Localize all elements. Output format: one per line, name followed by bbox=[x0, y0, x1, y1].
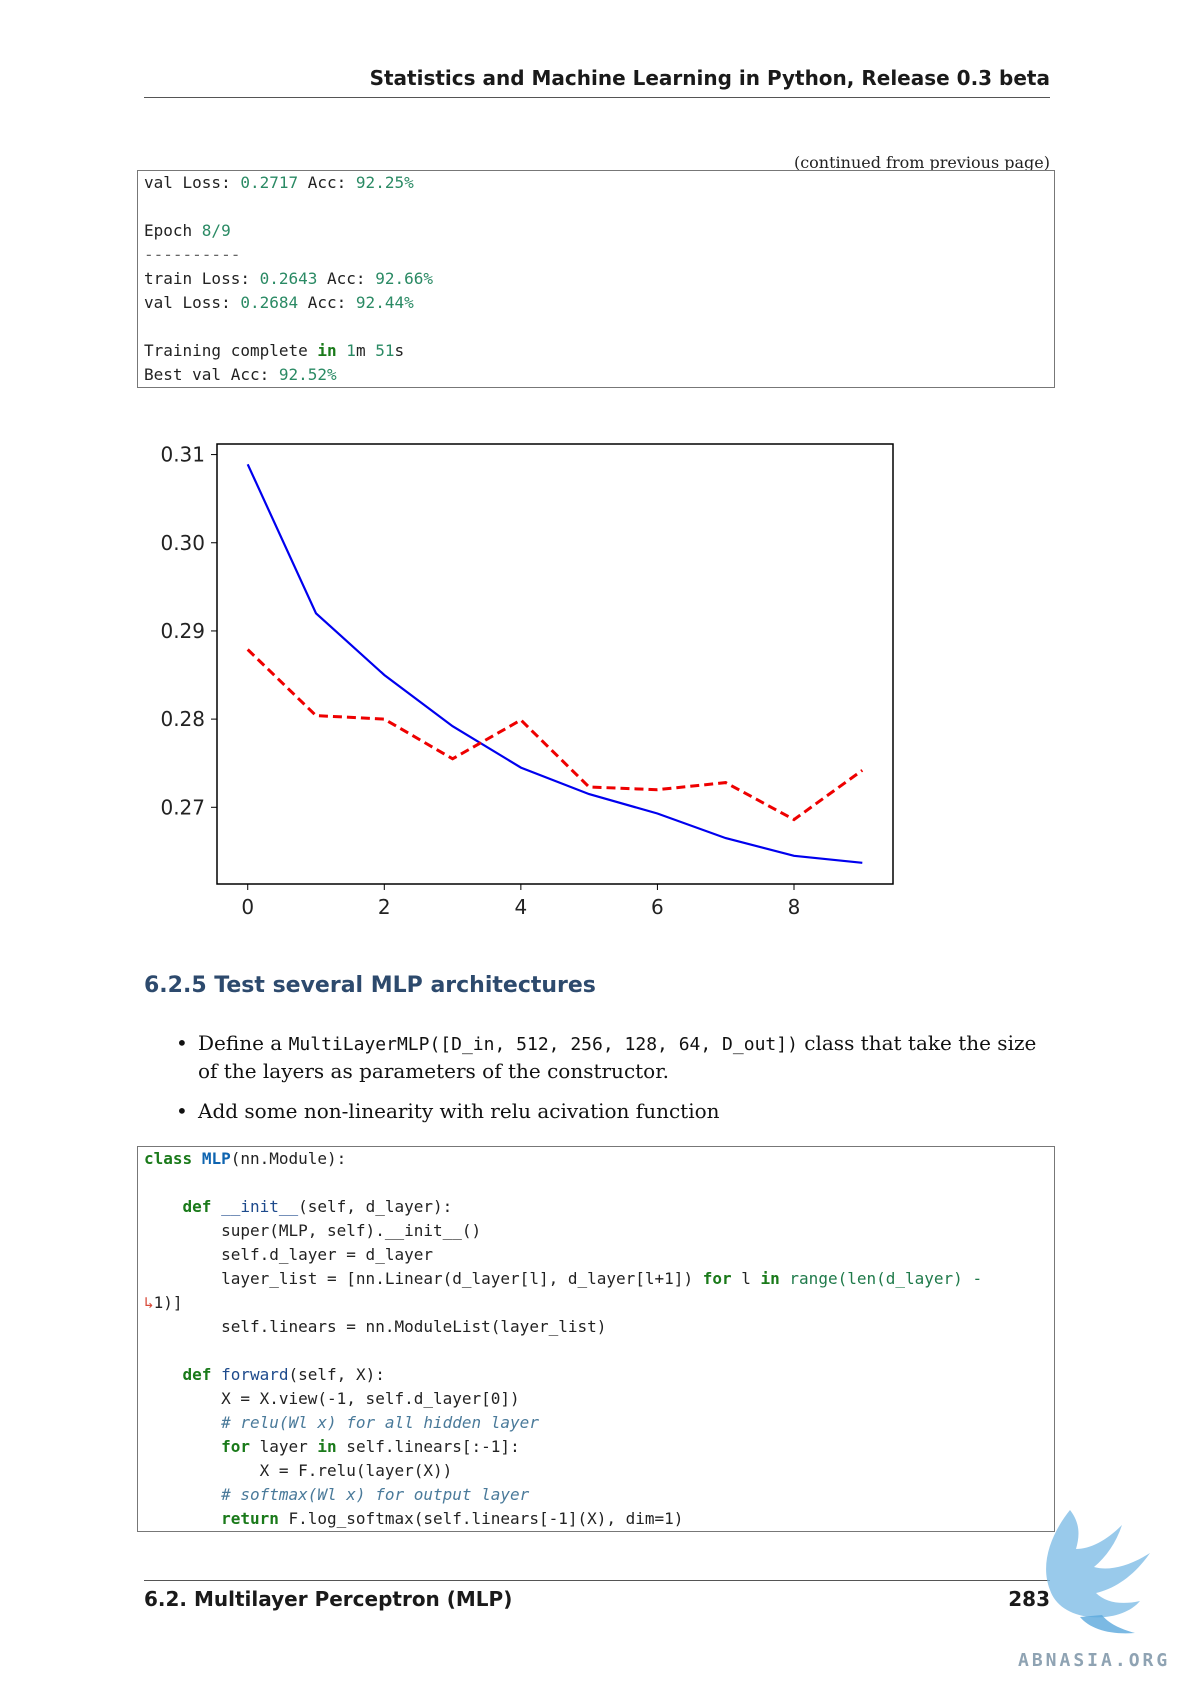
init-name: __init__ bbox=[221, 1197, 299, 1216]
kw-return: return bbox=[221, 1509, 279, 1528]
dlayer-line: self.d_layer = d_layer bbox=[221, 1245, 433, 1264]
val1-acc: 92.25% bbox=[355, 173, 414, 192]
val2-acc: 92.44% bbox=[355, 293, 414, 312]
footer-section: 6.2. Multilayer Perceptron (MLP) bbox=[144, 1587, 513, 1611]
bullet-list: Define a MultiLayerMLP([D_in, 512, 256, … bbox=[172, 1030, 1050, 1138]
griffin-logo-icon bbox=[1046, 1510, 1150, 1634]
train-acc: 92.66% bbox=[375, 269, 433, 288]
bullet1-post: class that take the size of the layers a… bbox=[198, 1031, 1037, 1083]
red-dashed-series-line bbox=[246, 648, 864, 822]
bullet2-text: Add some non-linearity with relu acivati… bbox=[198, 1099, 720, 1123]
training-output-box: val Loss: 0.2717 Acc: 92.25% Epoch 8/9 -… bbox=[137, 170, 1055, 388]
x-tick-label: 4 bbox=[514, 895, 527, 919]
best-value: 92.52% bbox=[278, 365, 337, 384]
mlp-code: class MLP(nn.Module): def __init__(self,… bbox=[138, 1147, 1054, 1531]
epoch-value: 8/9 bbox=[201, 221, 231, 240]
x-axis-ticks: 0 2 4 6 8 bbox=[241, 884, 800, 919]
training-output: val Loss: 0.2717 Acc: 92.25% Epoch 8/9 -… bbox=[138, 171, 1054, 387]
chart-series bbox=[246, 463, 864, 864]
x-tick-label: 0 bbox=[241, 895, 254, 919]
bullet1-code: MultiLayerMLP([D_in, 512, 256, 128, 64, … bbox=[288, 1034, 798, 1055]
complete-s: s bbox=[394, 341, 405, 360]
complete-pre: Training complete bbox=[144, 341, 318, 360]
y-tick-label: 0.31 bbox=[160, 443, 205, 467]
continuation-mark: ↳ bbox=[144, 1293, 154, 1312]
x-tick-label: 6 bbox=[651, 895, 664, 919]
kw-in: in bbox=[760, 1269, 780, 1288]
footer-rule bbox=[144, 1580, 1050, 1581]
val1-loss: 0.2717 bbox=[240, 173, 299, 192]
kw-for2: for bbox=[221, 1437, 250, 1456]
comment-softmax: # softmax(Wl x) for output layer bbox=[221, 1485, 530, 1504]
complete-min: 1 bbox=[346, 341, 356, 360]
val1-label: val Loss: bbox=[144, 173, 241, 192]
blue-solid-series-line bbox=[246, 463, 863, 864]
complete-sec: 51 bbox=[375, 341, 395, 360]
forward-args: (self, X): bbox=[288, 1365, 385, 1384]
loop-rest: self.linears[:-1]: bbox=[336, 1437, 520, 1456]
loss-chart: 0.27 0.28 0.29 0.30 0.31 0 2 4 6 8 bbox=[160, 443, 894, 919]
train-acc-label: Acc: bbox=[317, 269, 376, 288]
x-tick-label: 8 bbox=[788, 895, 801, 919]
train-label: train Loss: bbox=[144, 269, 260, 288]
class-base: (nn.Module): bbox=[230, 1149, 347, 1168]
val2-label: val Loss: bbox=[144, 293, 241, 312]
continued-note: (continued from previous page) bbox=[793, 153, 1050, 172]
complete-m: m bbox=[355, 341, 376, 360]
y-tick-label: 0.28 bbox=[160, 707, 205, 731]
mlp-code-box: class MLP(nn.Module): def __init__(self,… bbox=[137, 1146, 1055, 1532]
continuation-rest: 1)] bbox=[153, 1293, 183, 1312]
kw-in2: in bbox=[317, 1437, 337, 1456]
y-tick-label: 0.27 bbox=[160, 795, 205, 819]
layerlist-line: layer_list = [nn.Linear(d_layer[l], d_la… bbox=[221, 1269, 703, 1288]
best-label: Best val Acc: bbox=[144, 365, 279, 384]
running-header: Statistics and Machine Learning in Pytho… bbox=[369, 66, 1050, 90]
kw-for: for bbox=[702, 1269, 732, 1288]
val1-acc-label: Acc: bbox=[298, 173, 356, 192]
page-number: 283 bbox=[1008, 1587, 1050, 1611]
layer-var: layer bbox=[249, 1437, 318, 1456]
plot-frame bbox=[216, 443, 894, 885]
val2-loss: 0.2684 bbox=[240, 293, 299, 312]
y-axis-ticks: 0.27 0.28 0.29 0.30 0.31 bbox=[160, 443, 217, 819]
init-args: (self, d_layer): bbox=[298, 1197, 453, 1216]
l-var: l bbox=[731, 1269, 761, 1288]
x-tick-label: 2 bbox=[378, 895, 391, 919]
section-title: 6.2.5 Test several MLP architectures bbox=[144, 973, 596, 998]
super-line: super(MLP, self).__init__() bbox=[221, 1221, 482, 1240]
complete-in: in bbox=[317, 341, 337, 360]
kw-def2: def bbox=[182, 1365, 212, 1384]
forward-name: forward bbox=[221, 1365, 289, 1384]
y-tick-label: 0.30 bbox=[160, 531, 205, 555]
range-part: range(len(d_layer) - bbox=[779, 1269, 983, 1288]
class-name: MLP bbox=[201, 1149, 231, 1168]
train-loss: 0.2643 bbox=[259, 269, 318, 288]
y-tick-label: 0.29 bbox=[160, 619, 205, 643]
comment-relu: # relu(Wl x) for all hidden layer bbox=[221, 1413, 539, 1432]
bullet-item: Add some non-linearity with relu acivati… bbox=[172, 1098, 1050, 1125]
bullet1-pre: Define a bbox=[198, 1031, 289, 1055]
dashes: ---------- bbox=[144, 245, 241, 264]
bullet-item: Define a MultiLayerMLP([D_in, 512, 256, … bbox=[172, 1030, 1050, 1085]
header-rule bbox=[144, 97, 1050, 98]
watermark-text: ABNASIA.ORG bbox=[1018, 1650, 1171, 1671]
relu-line: X = F.relu(layer(X)) bbox=[259, 1461, 453, 1480]
view-line: X = X.view(-1, self.d_layer[0]) bbox=[221, 1389, 520, 1408]
epoch-label: Epoch bbox=[144, 221, 202, 240]
kw-class: class bbox=[144, 1149, 193, 1168]
val2-acc-label: Acc: bbox=[298, 293, 356, 312]
linears-line: self.linears = nn.ModuleList(layer_list) bbox=[221, 1317, 607, 1336]
kw-def: def bbox=[182, 1197, 212, 1216]
return-rest: F.log_softmax(self.linears[-1](X), dim=1… bbox=[278, 1509, 684, 1528]
